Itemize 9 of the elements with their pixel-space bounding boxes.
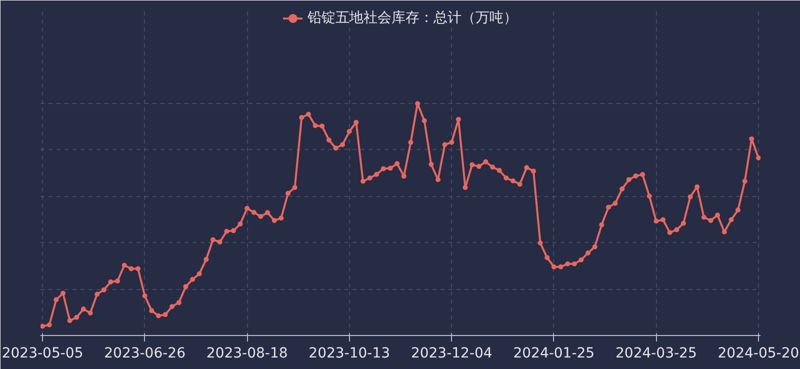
x-tick-label: 2023-10-13 bbox=[308, 346, 390, 362]
legend-label: 铅锭五地社会库存：总计（万吨） bbox=[308, 9, 518, 27]
x-tick-label: 2024-01-25 bbox=[513, 346, 595, 362]
x-tick-label: 2023-06-26 bbox=[104, 346, 186, 362]
x-tick-label: 2024-03-25 bbox=[616, 346, 697, 362]
x-tick-label: 2024-05-20 bbox=[718, 346, 800, 362]
x-tick-label: 2023-08-18 bbox=[206, 346, 288, 362]
x-tick-label: 2023-12-04 bbox=[410, 346, 492, 362]
x-tick-label: 2023-05-05 bbox=[2, 346, 84, 362]
